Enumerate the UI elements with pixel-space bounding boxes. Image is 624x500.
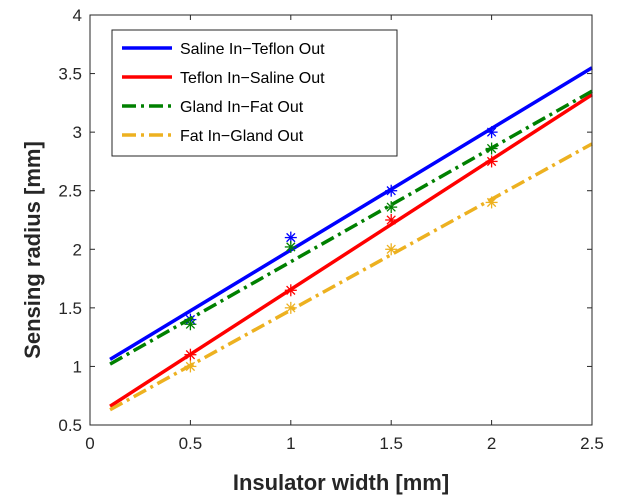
legend: Saline In−Teflon Out Teflon In−Saline Out… [111, 29, 398, 157]
marker-stroke [386, 244, 396, 254]
x-tick-label: 2.5 [580, 434, 604, 453]
y-tick-label: 2.5 [58, 182, 82, 201]
data-point-0-3 [485, 126, 498, 139]
data-point-0-2 [385, 184, 398, 197]
marker-stroke [286, 303, 296, 313]
y-tick-label: 1.5 [58, 299, 82, 318]
y-tick-label: 3.5 [58, 65, 82, 84]
y-tick-label: 1 [73, 357, 82, 376]
marker-stroke [486, 156, 497, 167]
y-axis-label: Sensing radius [mm] [20, 141, 45, 359]
marker-stroke [486, 127, 497, 137]
marker-stroke [185, 361, 196, 372]
axes-frame [89, 14, 593, 426]
legend-label-0: Saline In−Teflon Out [180, 41, 325, 58]
data-point-3-1 [284, 301, 297, 314]
y-tick-label: 2 [73, 240, 82, 259]
legend-label-1: Teflon In−Saline Out [180, 70, 325, 87]
data-point-1-3 [485, 155, 498, 168]
x-axis-label: Insulator width [mm] [233, 470, 449, 495]
data-point-3-3 [485, 196, 498, 209]
x-tick-label: 0 [85, 434, 94, 453]
data-point-1-1 [284, 284, 297, 297]
series-layer [109, 66, 593, 412]
series-line-0 [109, 66, 593, 361]
y-tick-label: 4 [73, 6, 82, 25]
marker-stroke [286, 285, 296, 295]
data-point-2-1 [284, 240, 297, 253]
marker-stroke [386, 186, 396, 196]
marker-stroke [486, 197, 497, 208]
marker-stroke [386, 202, 396, 212]
x-tick-label: 2 [487, 434, 496, 453]
x-tick-label: 0.5 [179, 434, 203, 453]
marker-stroke [185, 319, 196, 329]
y-tick-label: 0.5 [58, 416, 82, 435]
data-point-2-3 [485, 142, 498, 155]
legend-label-2: Gland In−Fat Out [180, 99, 304, 116]
axes-layer: 0 0.5 1 1.5 2 2.50.511.522.533.54 [58, 6, 603, 453]
data-point-1-2 [385, 214, 398, 226]
data-point-3-2 [385, 243, 398, 256]
y-tick-label: 3 [73, 123, 82, 142]
marker-stroke [386, 215, 396, 225]
x-tick-label: 1.5 [379, 434, 403, 453]
data-point-3-0 [184, 360, 197, 373]
marker-stroke [286, 242, 296, 252]
data-point-2-2 [385, 201, 398, 214]
marker-stroke [185, 350, 196, 360]
data-point-2-0 [184, 318, 197, 331]
marker-stroke [286, 232, 296, 243]
data-point-1-0 [184, 348, 197, 361]
legend-label-3: Fat In−Gland Out [180, 128, 304, 145]
x-tick-label: 1 [286, 434, 295, 453]
marker-stroke [486, 143, 497, 154]
